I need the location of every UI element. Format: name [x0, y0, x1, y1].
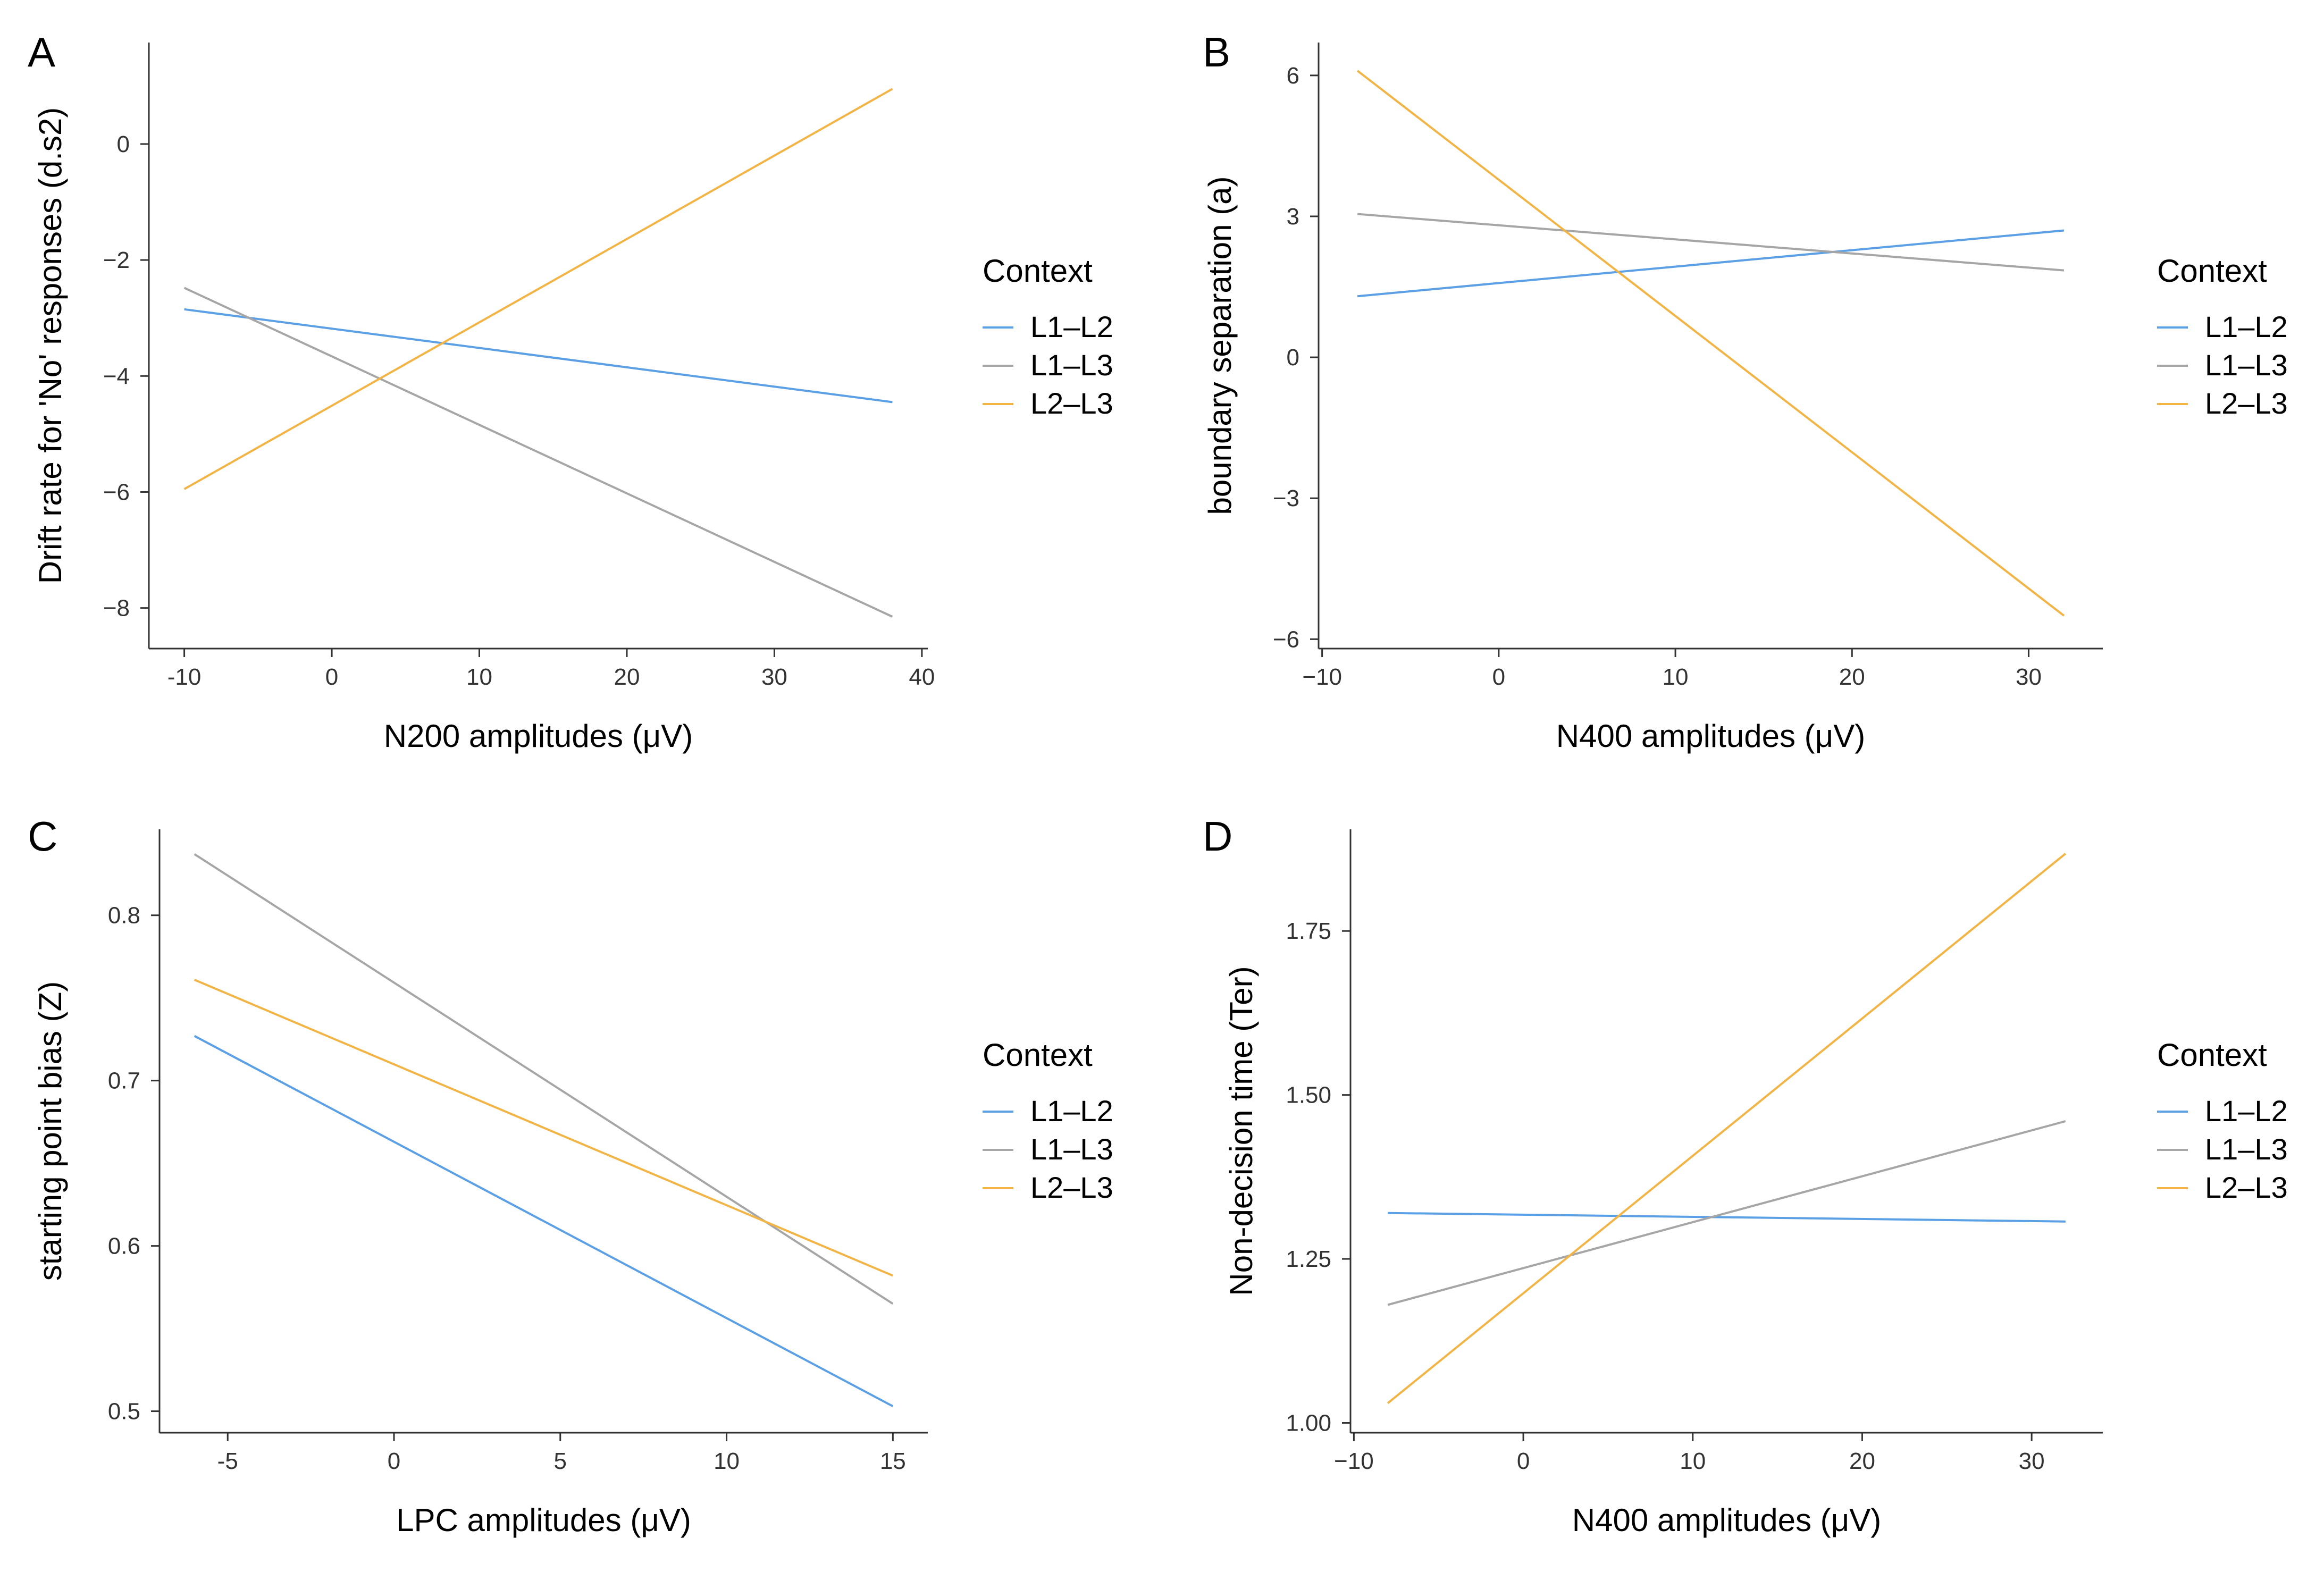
y-axis-title: Non-decision time (Ter): [1223, 966, 1259, 1296]
y-tick-label: −8: [103, 595, 130, 621]
y-tick-label: −3: [1273, 485, 1299, 511]
x-tick-label: -10: [167, 664, 202, 690]
x-axis-title: N400 amplitudes (μV): [1556, 718, 1865, 754]
y-axis-title: starting point bias (Z): [32, 981, 68, 1281]
legend-label: L1–L2: [1030, 1094, 1113, 1128]
panel-letter: C: [28, 813, 57, 860]
legend: Context L1–L2 L1–L3 L2–L3: [2157, 1037, 2288, 1204]
y-tick-label: 0: [117, 131, 130, 157]
panel-d: D −10 0 10 20 30 1.75 1.50 1.25 1.00 N400 amplitud…: [1203, 813, 2288, 1538]
y-tick-label: 1.00: [1286, 1410, 1331, 1436]
x-tick-label: −10: [1334, 1448, 1374, 1474]
y-tick-label: −4: [103, 363, 130, 389]
y-axis-title: boundary separation (a): [1202, 176, 1238, 515]
y-tick-label: 3: [1287, 204, 1299, 230]
legend-label: L1–L3: [2205, 1132, 2288, 1166]
series-line-l1-l3: [1387, 1120, 2066, 1306]
x-tick-label: -5: [217, 1448, 238, 1474]
x-tick-label: 30: [2016, 664, 2042, 690]
legend-label: L1–L3: [1030, 1132, 1113, 1166]
y-tick-label: 0.8: [108, 903, 140, 929]
panel-letter: A: [28, 29, 55, 75]
x-tick-label: −10: [1302, 664, 1342, 690]
legend-title: Context: [2157, 1037, 2267, 1073]
series-line-l1-l3: [1357, 213, 2065, 272]
legend-label: L1–L3: [2205, 348, 2288, 382]
x-tick-label: 0: [1517, 1448, 1530, 1474]
legend-title: Context: [983, 1037, 1093, 1073]
x-tick-label: 20: [1839, 664, 1865, 690]
x-tick-label: 20: [614, 664, 640, 690]
x-axis-title: N400 amplitudes (μV): [1572, 1502, 1881, 1538]
panel-letter: B: [1203, 29, 1230, 75]
x-tick-label: 10: [1663, 664, 1689, 690]
legend: Context L1–L2 L1–L3 L2–L3: [2157, 253, 2288, 420]
x-tick-label: 10: [466, 664, 492, 690]
series-line-l1-l2: [1388, 1212, 2066, 1223]
series-line-l2-l3: [1387, 853, 2067, 1405]
x-axis-title: N200 amplitudes (μV): [384, 718, 693, 754]
series-line-l1-l2: [1357, 229, 2065, 298]
series-line-l1-l3: [194, 853, 894, 1305]
x-axis-title: LPC amplitudes (μV): [396, 1502, 691, 1538]
x-tick-label: 15: [880, 1448, 906, 1474]
x-tick-label: 30: [761, 664, 787, 690]
legend: Context L1–L2 L1–L3 L2–L3: [983, 1037, 1113, 1204]
legend-title: Context: [983, 253, 1093, 289]
legend: Context L1–L2 L1–L3 L2–L3: [983, 253, 1113, 420]
legend-label: L2–L3: [1030, 386, 1113, 420]
y-tick-label: 1.25: [1286, 1246, 1331, 1272]
legend-title: Context: [2157, 253, 2267, 289]
y-tick-label: 6: [1287, 63, 1299, 89]
series-line-l2-l3: [1356, 70, 2065, 617]
legend-label: L2–L3: [2205, 1171, 2288, 1204]
y-tick-label: 0.5: [108, 1399, 140, 1425]
x-tick-label: 20: [1849, 1448, 1875, 1474]
y-tick-label: 0.7: [108, 1068, 140, 1094]
series-line-l1-l2: [194, 1035, 894, 1408]
legend-label: L2–L3: [1030, 1171, 1113, 1204]
x-tick-label: 0: [388, 1448, 400, 1474]
y-tick-label: 1.75: [1286, 918, 1331, 944]
y-tick-label: −2: [103, 247, 130, 273]
legend-label: L2–L3: [2205, 386, 2288, 420]
legend-label: L1–L3: [1030, 348, 1113, 382]
legend-label: L1–L2: [2205, 1094, 2288, 1128]
x-tick-label: 10: [1680, 1448, 1706, 1474]
x-tick-label: 5: [554, 1448, 567, 1474]
legend-label: L1–L2: [1030, 310, 1113, 343]
x-tick-label: 0: [1492, 664, 1505, 690]
series-line-l1-l2: [184, 308, 893, 403]
y-tick-label: −6: [103, 479, 130, 505]
x-tick-label: 10: [714, 1448, 740, 1474]
y-tick-label: 0.6: [108, 1233, 140, 1259]
panel-letter: D: [1203, 813, 1232, 860]
x-tick-label: 0: [325, 664, 338, 690]
panel-c: C -5 0 5 10 15 0.8 0.7 0.6 0.5 LPC amplitudes (μV)…: [28, 813, 1113, 1538]
series-line-l1-l3: [183, 287, 893, 618]
series-line-l2-l3: [194, 979, 894, 1277]
legend-label: L1–L2: [2205, 310, 2288, 343]
y-tick-label: −6: [1273, 626, 1299, 652]
y-axis-title: Drift rate for 'No' responses (d.s2): [32, 107, 68, 584]
series-line-l2-l3: [183, 88, 893, 490]
y-tick-label: 1.50: [1286, 1082, 1331, 1108]
panel-a: A -10 0 10 20 30 40 0 −2 −4 −6 −8 N200 amplitudes (μ…: [28, 29, 1113, 754]
x-tick-label: 30: [2019, 1448, 2045, 1474]
x-tick-label: 40: [909, 664, 935, 690]
y-tick-label: 0: [1287, 344, 1299, 371]
